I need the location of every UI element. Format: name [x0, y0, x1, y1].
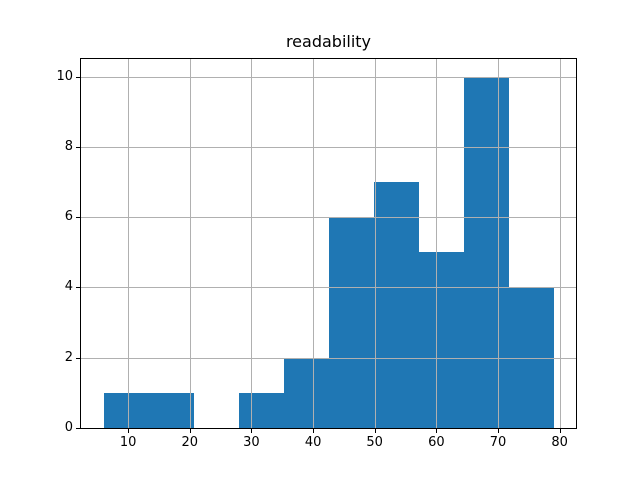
histogram-bar	[328, 217, 374, 428]
y-tick	[76, 287, 80, 289]
y-tick	[76, 428, 80, 429]
y-tick-label: 2	[64, 349, 73, 365]
x-tick	[498, 429, 499, 433]
histogram-bar	[418, 252, 464, 428]
y-gridline	[81, 287, 576, 289]
histogram-bar	[463, 76, 509, 428]
x-tick	[374, 429, 376, 433]
plot-area	[80, 58, 577, 429]
x-tick-label: 20	[181, 435, 199, 450]
x-tick-label: 80	[551, 435, 568, 450]
histogram-bar	[103, 392, 149, 428]
y-tick-label: 0	[64, 420, 73, 435]
x-gridline	[313, 59, 315, 428]
y-tick	[76, 357, 80, 359]
x-tick-label: 60	[428, 435, 445, 450]
y-tick	[76, 146, 80, 148]
y-gridline	[81, 357, 576, 359]
x-tick-label: 50	[366, 435, 383, 450]
x-tick-label: 30	[243, 435, 260, 450]
grid-layer	[81, 59, 576, 428]
y-gridline	[81, 146, 576, 148]
x-gridline	[251, 59, 253, 428]
histogram-bar	[283, 357, 329, 428]
x-tick	[559, 429, 561, 433]
x-gridline	[128, 59, 130, 428]
x-tick	[436, 429, 438, 433]
histogram-bar	[373, 182, 419, 428]
chart-title: readability	[285, 32, 372, 51]
x-gridline	[374, 59, 376, 428]
histogram-bar	[238, 392, 284, 428]
y-gridline	[81, 76, 576, 78]
x-tick	[251, 429, 253, 433]
histogram-bar	[148, 392, 194, 428]
y-tick	[76, 217, 80, 219]
x-gridline	[189, 59, 191, 428]
x-tick-label: 70	[489, 435, 507, 450]
x-gridline	[436, 59, 438, 428]
x-tick-label: 40	[304, 435, 322, 450]
y-tick-label: 8	[64, 138, 73, 154]
y-tick-label: 10	[56, 68, 73, 84]
x-tick	[313, 429, 315, 433]
x-tick-label: 10	[119, 435, 137, 450]
x-tick	[128, 429, 130, 433]
y-tick	[76, 76, 80, 78]
x-tick	[189, 429, 191, 433]
y-gridline	[81, 217, 576, 219]
x-gridline	[559, 59, 561, 428]
x-gridline	[498, 59, 499, 428]
y-tick-label: 6	[64, 209, 73, 225]
y-tick-label: 4	[64, 279, 73, 295]
